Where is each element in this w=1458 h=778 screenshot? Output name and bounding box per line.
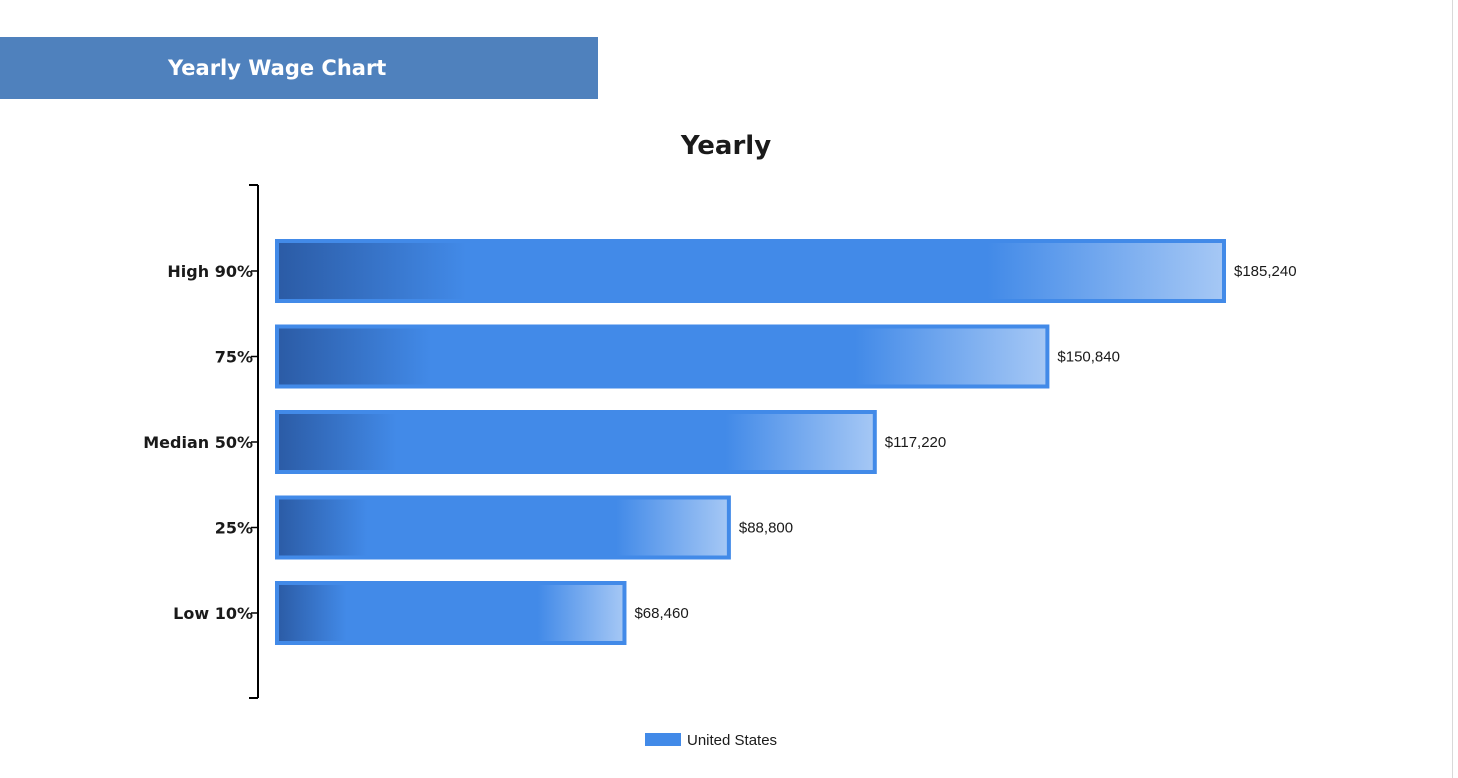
data-label-median-50: $117,220 (885, 434, 946, 451)
page-title: Yearly Wage Chart (168, 56, 387, 80)
y-tick-label-low-10: Low 10% (173, 604, 253, 623)
data-label-low-10: $68,460 (634, 605, 688, 622)
bar-high-90 (275, 239, 1226, 303)
legend-swatch-united-states (645, 733, 681, 746)
data-label-25: $88,800 (739, 520, 793, 537)
y-tick-label-75: 75% (215, 348, 253, 367)
header-band: Yearly Wage Chart (0, 37, 598, 99)
bar-25 (275, 495, 731, 560)
legend-label-united-states: United States (687, 732, 777, 749)
chart-title: Yearly (680, 131, 771, 161)
data-label-75: $150,840 (1057, 349, 1120, 366)
bar-low-10 (275, 581, 627, 645)
y-axis: High 90% 75% Median 50% 25% Low 10% (143, 184, 259, 699)
y-tick-label-median-50: Median 50% (143, 433, 253, 452)
bar-median-50 (275, 410, 877, 474)
data-label-high-90: $185,240 (1234, 263, 1297, 280)
page-divider (1452, 0, 1453, 778)
y-tick-label-high-90: High 90% (167, 262, 253, 281)
bar-75 (275, 324, 1050, 389)
bars: $185,240 $150,840 $117,220 $88,800 $68,460 (275, 239, 1297, 645)
y-tick-label-25: 25% (215, 519, 253, 538)
legend: United States (645, 732, 777, 749)
